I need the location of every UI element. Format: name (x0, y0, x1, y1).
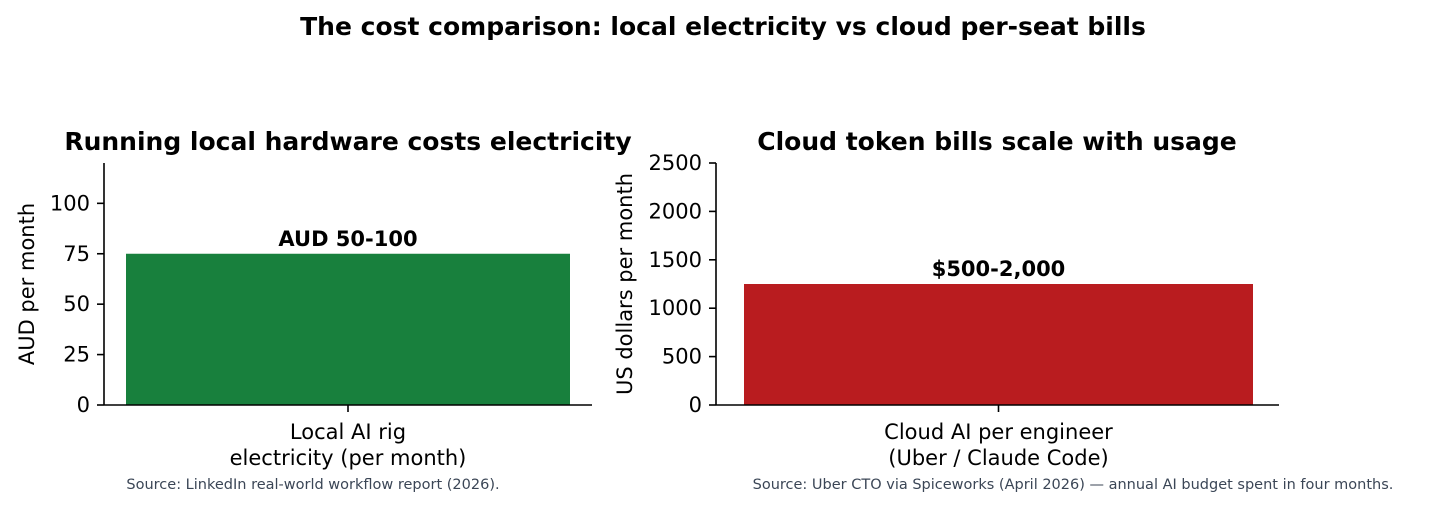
y-tick-label: 100 (50, 191, 90, 215)
y-axis-label: US dollars per month (613, 173, 637, 395)
y-tick-label: 0 (77, 393, 90, 417)
y-tick-label: 2500 (649, 151, 702, 175)
y-tick-label: 2000 (649, 199, 702, 223)
y-tick-label: 500 (662, 345, 702, 369)
chart-panel-local: Running local hardware costs electricity… (15, 127, 632, 493)
chart-panel-cloud: Cloud token bills scale with usage US do… (613, 127, 1393, 493)
y-tick-label: 0 (689, 393, 702, 417)
bar (126, 253, 570, 405)
y-tick-label: 50 (63, 292, 90, 316)
figure-title: The cost comparison: local electricity v… (300, 12, 1146, 41)
panel-title: Running local hardware costs electricity (64, 127, 631, 156)
bar-value-label: $500-2,000 (932, 257, 1066, 281)
plot-area: AUD 50-100 Local AI rig electricity (per m… (50, 163, 592, 470)
bar-value-label: AUD 50-100 (278, 227, 417, 251)
y-tick-label: 1000 (649, 296, 702, 320)
source-note: Source: Uber CTO via Spiceworks (April 2… (753, 477, 1394, 493)
y-tick-label: 1500 (649, 248, 702, 272)
y-tick-label: 75 (63, 242, 90, 266)
bar (744, 284, 1253, 405)
plot-area: $500-2,000 Cloud AI per engineer (Uber / C… (649, 151, 1279, 470)
x-tick-label: Local AI rig electricity (per month) (230, 420, 467, 470)
x-tick-label: Cloud AI per engineer (Uber / Claude Code… (884, 420, 1113, 470)
y-axis-label: AUD per month (15, 203, 39, 365)
panel-title: Cloud token bills scale with usage (757, 127, 1237, 156)
source-note: Source: LinkedIn real-world workflow rep… (126, 477, 499, 493)
y-tick-label: 25 (63, 343, 90, 367)
